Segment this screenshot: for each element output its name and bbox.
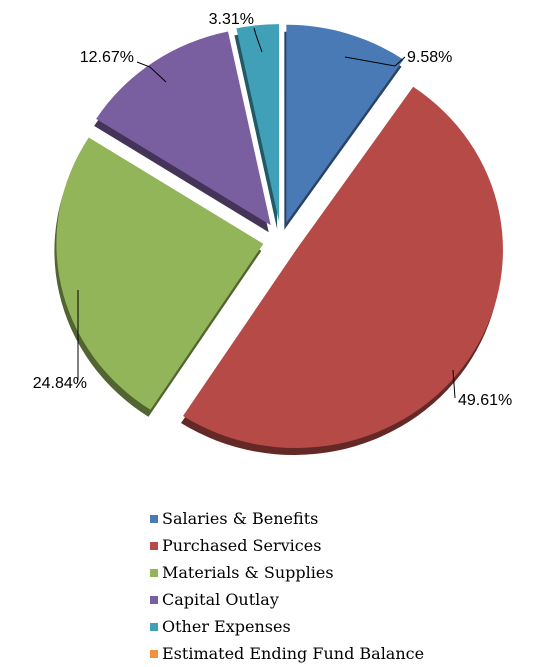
legend-swatch [150, 541, 158, 550]
legend-label: Materials & Supplies [162, 563, 334, 582]
legend-label: Estimated Ending Fund Balance [162, 644, 425, 663]
slice-purchased-services [183, 86, 503, 449]
legend-label: Salaries & Benefits [162, 509, 319, 528]
slice-salaries-and-benefits [286, 24, 404, 223]
chart-legend: Salaries & Benefits Purchased Services Mat… [150, 505, 424, 667]
pie-slices [56, 24, 503, 449]
slice-capital-outlay [96, 31, 271, 226]
pie-chart: 9.58% 49.61% 24.84% 12.67% 3.31% [33, 11, 513, 456]
slice-other-expenses [236, 24, 280, 223]
leader-line-capital-outlay [136, 61, 167, 83]
slice-materials-and-supplies [56, 137, 264, 410]
legend-label: Capital Outlay [162, 590, 279, 609]
legend-item-materials-and-supplies: Materials & Supplies [150, 559, 424, 586]
data-label-capital-outlay: 12.67% [80, 49, 134, 66]
data-label-purchased-services: 49.61% [458, 392, 512, 409]
legend-item-other-expenses: Other Expenses [150, 613, 424, 640]
legend-item-capital-outlay: Capital Outlay [150, 586, 424, 613]
legend-swatch [150, 595, 158, 604]
legend-item-salaries-and-benefits: Salaries & Benefits [150, 505, 424, 532]
data-label-salaries-and-benefits: 9.58% [407, 49, 452, 66]
legend-swatch [150, 568, 158, 577]
legend-label: Purchased Services [162, 536, 322, 555]
leader-line-purchased-services [452, 369, 456, 399]
leader-lines [77, 27, 456, 399]
leader-line-other-expenses [253, 27, 263, 53]
legend-swatch [150, 649, 158, 658]
legend-label: Other Expenses [162, 617, 291, 636]
leader-line-salaries-and-benefits [344, 56, 406, 67]
data-labels: 9.58% 49.61% 24.84% 12.67% 3.31% [33, 11, 513, 409]
data-label-materials-and-supplies: 24.84% [33, 375, 87, 392]
data-label-other-expenses: 3.31% [209, 11, 254, 28]
legend-swatch [150, 514, 158, 523]
legend-item-purchased-services: Purchased Services [150, 532, 424, 559]
legend-swatch [150, 622, 158, 631]
legend-item-estimated-ending-fund-balance: Estimated Ending Fund Balance [150, 640, 424, 667]
